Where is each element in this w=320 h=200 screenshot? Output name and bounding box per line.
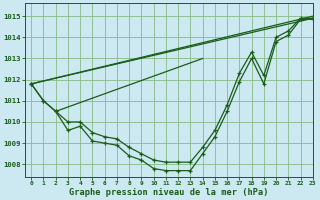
- X-axis label: Graphe pression niveau de la mer (hPa): Graphe pression niveau de la mer (hPa): [69, 188, 269, 197]
